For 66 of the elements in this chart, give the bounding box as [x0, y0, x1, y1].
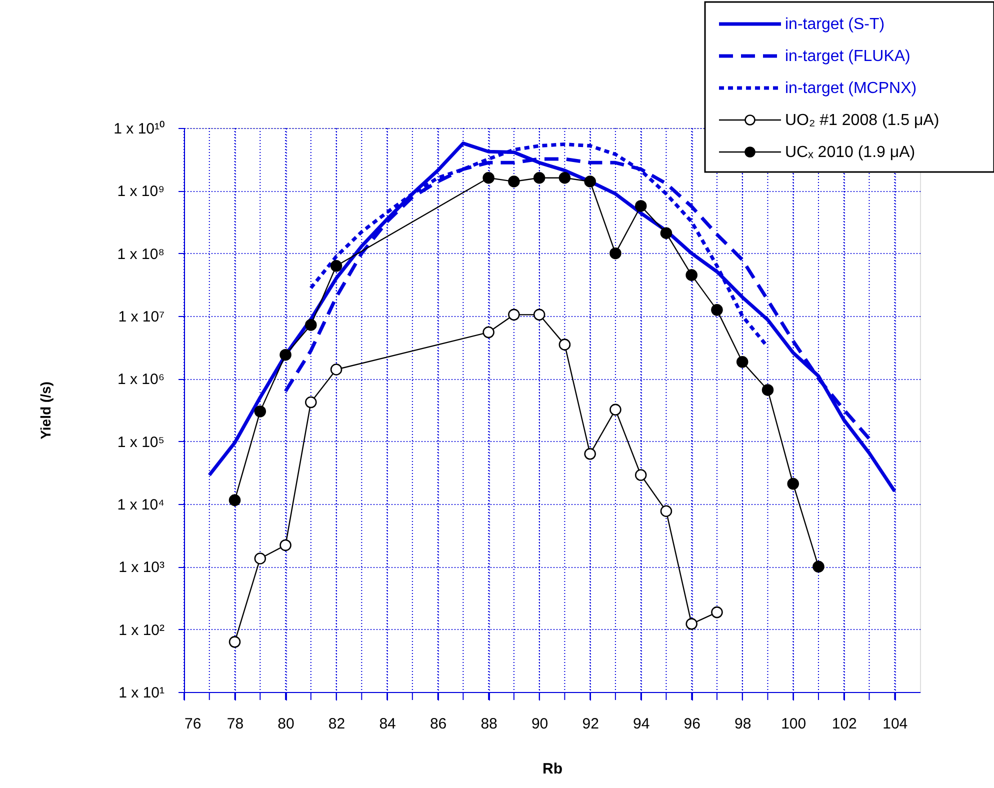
x-tick-label: 80 [278, 716, 294, 732]
x-tick-label: 96 [684, 716, 700, 732]
legend-label: in-target (MCPNX) [785, 80, 917, 97]
point [558, 338, 571, 350]
y-tick-label: 1 x 10⁵ [117, 434, 164, 451]
y-tick-label: 1 x 10⁸ [117, 246, 164, 263]
x-tick-label: 88 [480, 716, 498, 732]
point [228, 494, 241, 506]
point [762, 384, 774, 396]
point [280, 348, 292, 361]
point [533, 172, 546, 184]
point [558, 172, 571, 184]
y-tick-label: 1 x 10⁷ [118, 308, 164, 326]
point [305, 319, 317, 331]
x-tick-label: 84 [379, 716, 396, 732]
point [280, 539, 292, 552]
point [330, 260, 342, 272]
x-tick-label: 102 [832, 716, 857, 732]
x-tick-label: 92 [582, 716, 599, 732]
y-tick-label: 1 x 10¹ [118, 684, 164, 702]
y-axis-title: Yield (/s) [38, 382, 54, 440]
x-axis-title: Rb [542, 760, 562, 778]
x-tick-label: 86 [430, 716, 447, 732]
y-tick-label: 1 x 10⁶ [117, 371, 164, 388]
x-tick-label: 104 [882, 716, 908, 732]
point [634, 469, 647, 481]
point [711, 606, 723, 618]
point [254, 406, 266, 418]
point [584, 448, 596, 460]
point [660, 505, 672, 517]
point [686, 269, 698, 281]
point [228, 636, 241, 648]
point [634, 200, 647, 212]
point [610, 247, 622, 260]
point [787, 478, 799, 490]
point [711, 304, 723, 316]
legend-label: in-target (FLUKA) [785, 48, 910, 65]
point [330, 364, 342, 376]
point [482, 326, 494, 338]
x-tick-label: 76 [184, 716, 202, 732]
x-tick-label: 78 [226, 716, 244, 732]
point [736, 356, 748, 368]
x-tick-label: 98 [734, 716, 752, 732]
legend-label: in-target (S-T) [785, 16, 885, 33]
x-tick-label: 94 [632, 716, 650, 732]
y-tick-label: 1 x 10⁹ [117, 183, 164, 200]
y-tick-label: 1 x 10² [118, 622, 164, 639]
point [508, 308, 520, 321]
y-tick-label: 1 x 10⁴ [117, 496, 164, 514]
point [584, 176, 596, 188]
point [610, 404, 622, 416]
point [533, 308, 546, 321]
x-tick-label: 90 [531, 716, 548, 732]
point [508, 176, 520, 188]
x-tick-label: 82 [328, 716, 346, 732]
point [305, 396, 317, 408]
point [482, 172, 494, 184]
point [686, 618, 698, 630]
y-tick-label: 1 x 10³ [118, 559, 164, 576]
x-tick-label: 100 [781, 716, 806, 732]
legend-label: UCₓ 2010 (1.9 μA) [785, 144, 916, 161]
legend-label: UO₂ #1 2008 (1.5 μA) [785, 112, 940, 129]
point [254, 552, 266, 564]
y-tick-label: 1 x 10¹⁰ [114, 120, 164, 138]
point [812, 560, 824, 573]
point [660, 227, 672, 240]
